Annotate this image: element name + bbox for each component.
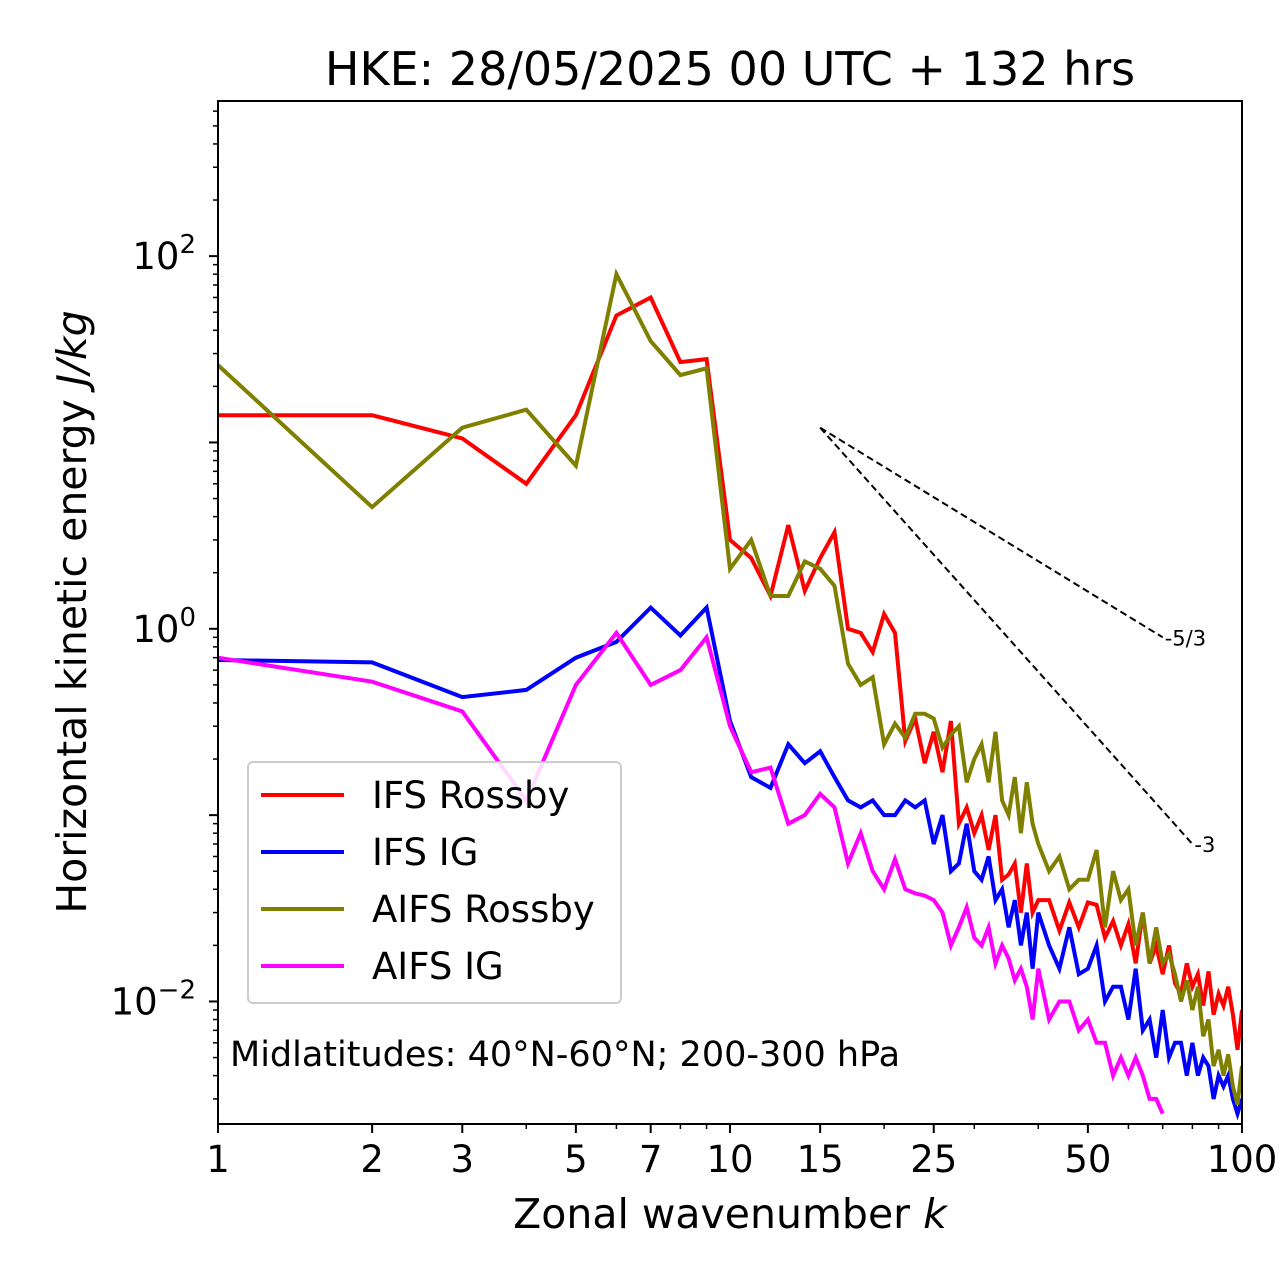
y-tick-label: 100 xyxy=(132,603,196,651)
series-line-ifs-rossby xyxy=(218,294,1242,1051)
x-tick-label: 50 xyxy=(1064,1138,1111,1181)
reference-line-slope-3 xyxy=(819,427,1194,845)
series-group xyxy=(218,268,1242,1121)
reference-label-slope-5-3: -5/3 xyxy=(1165,626,1206,650)
x-tick-label: 2 xyxy=(360,1138,384,1181)
x-axis-label: Zonal wavenumber k xyxy=(513,1190,949,1238)
x-tick-label: 25 xyxy=(910,1138,957,1181)
legend-label-ifs-rossby: IFS Rossby xyxy=(372,774,569,817)
legend-label-aifs-rossby: AIFS Rossby xyxy=(372,888,595,931)
series-line-ifs-ig xyxy=(218,603,1242,1121)
x-tick-label: 5 xyxy=(564,1138,588,1181)
y-axis-label: Horizontal kinetic energy J/kg xyxy=(48,310,96,913)
region-annotation: Midlatitudes: 40°N-60°N; 200-300 hPa xyxy=(230,1035,900,1075)
reference-label-slope-3: -3 xyxy=(1194,833,1215,857)
x-tick-label: 15 xyxy=(797,1138,844,1181)
axis-ticks: 1 2 3 5 7 10 15 25 50 100 102 100 10−2 xyxy=(111,110,1278,1181)
reference-lines: -5/3 -3 xyxy=(819,426,1215,857)
x-tick-label: 10 xyxy=(706,1138,753,1181)
y-tick-label: 10−2 xyxy=(111,975,196,1023)
x-tick-label: 1 xyxy=(206,1138,230,1181)
legend-label-ifs-ig: IFS IG xyxy=(372,831,478,874)
chart-title: HKE: 28/05/2025 00 UTC + 132 hrs xyxy=(325,42,1135,96)
x-tick-label: 3 xyxy=(451,1138,475,1181)
legend: IFS Rossby IFS IG AIFS Rossby AIFS IG xyxy=(247,761,622,1004)
series-line-aifs-ig xyxy=(218,629,1165,1115)
legend-label-aifs-ig: AIFS IG xyxy=(372,945,504,988)
series-line-aifs-rossby xyxy=(218,268,1242,1105)
x-tick-label: 100 xyxy=(1207,1138,1278,1181)
reference-line-slope-5-3 xyxy=(819,426,1164,639)
x-tick-label: 7 xyxy=(639,1138,663,1181)
legend-box xyxy=(247,761,622,1004)
plot-frame xyxy=(217,100,1243,1125)
y-tick-label: 102 xyxy=(132,230,196,278)
